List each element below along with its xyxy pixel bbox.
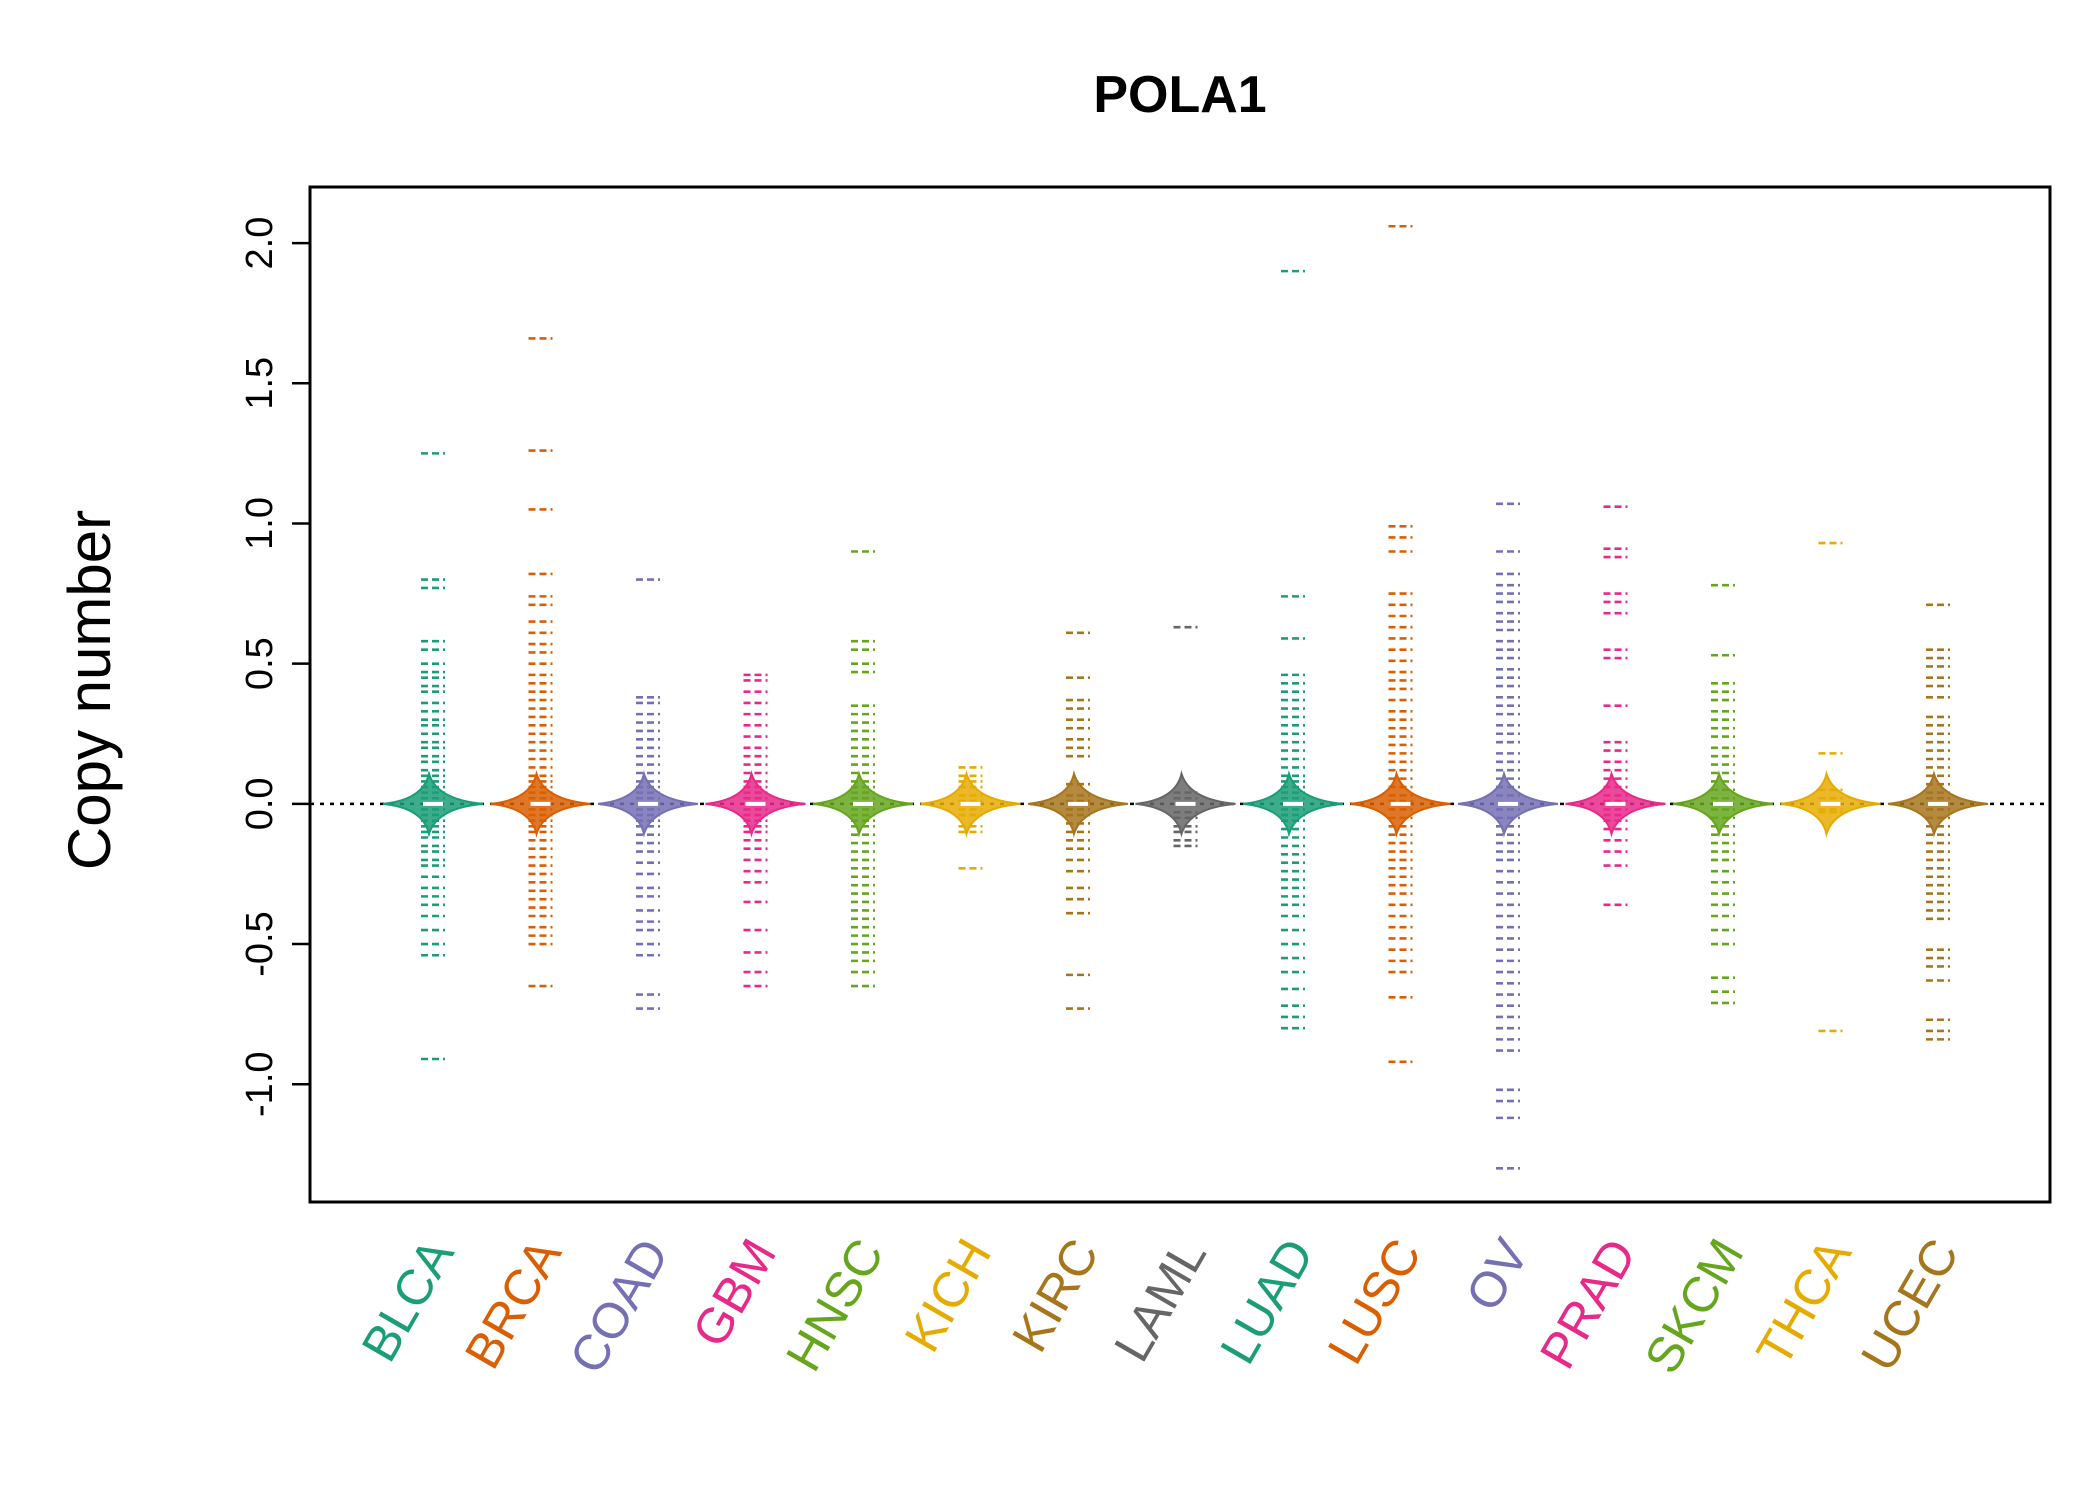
x-tick-label: PRAD [1529,1230,1647,1378]
chart-title: POLA1 [1093,66,1266,124]
plot-frame [308,185,2052,1204]
x-tick-label: GBM [682,1230,787,1357]
y-tick-label: 0.0 [239,777,281,830]
x-tick-label: LUSC [1317,1230,1432,1374]
x-tick-label: LUAD [1209,1230,1324,1374]
x-tick-label: SKCM [1634,1230,1755,1383]
x-tick-label: UCEC [1850,1230,1969,1381]
x-tick-label: BLCA [351,1229,465,1371]
x-tick-label: LAML [1103,1230,1217,1371]
y-axis-label: Copy number [56,510,123,870]
x-tick-label: HNSC [775,1230,894,1381]
y-tick-label: 1.5 [239,357,281,410]
y-tick-label: -0.5 [239,911,281,976]
y-tick-label: 2.0 [239,217,281,270]
x-tick-label: KICH [894,1230,1002,1361]
y-tick-label: -1.0 [239,1051,281,1116]
x-tick-label: OV [1455,1229,1540,1320]
x-tick-label: BRCA [454,1229,572,1378]
x-tick-label: KIRC [1001,1230,1109,1361]
x-tick-label: THCA [1745,1229,1862,1375]
x-tick-label: COAD [559,1230,680,1383]
y-tick-label: 0.5 [239,637,281,690]
y-tick-label: 1.0 [239,497,281,550]
